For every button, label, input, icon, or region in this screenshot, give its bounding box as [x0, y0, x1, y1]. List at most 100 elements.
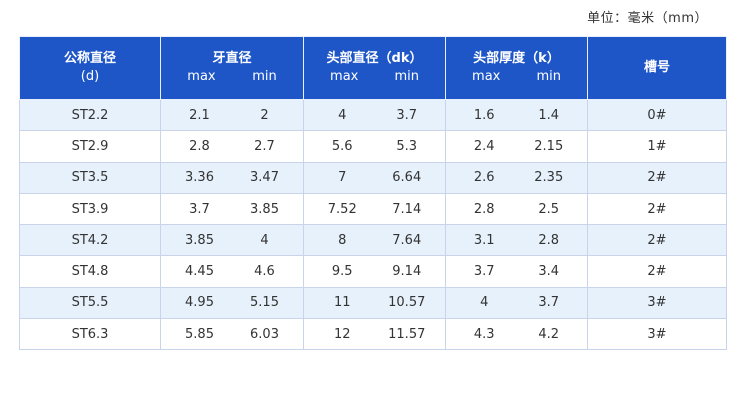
- cell-thread-max: 3.85: [185, 232, 214, 248]
- cell-head-thick-min: 4.2: [538, 326, 560, 342]
- header-nominal-title: 公称直径: [63, 51, 116, 66]
- cell-thread-min: 4.6: [254, 264, 275, 280]
- cell-head-dia-min: 9.14: [392, 264, 422, 280]
- cell-slot: 2#: [587, 224, 727, 257]
- header-head-thick-min: min: [536, 69, 561, 84]
- cell-head-dia-min: 11.57: [388, 326, 426, 342]
- cell-head-dia: 7.52 7.14: [303, 192, 446, 226]
- cell-head-thick-max: 2.8: [473, 201, 495, 217]
- table-header-row: 公称直径 (d) 牙直径 max min 头部直径（dk） max min 头部…: [19, 36, 727, 100]
- cell-head-dia-max: 5.6: [331, 138, 353, 154]
- cell-thread: 5.85 6.03: [160, 318, 304, 351]
- cell-thread-min: 2: [260, 107, 269, 123]
- header-thread-diameter: 牙直径 max min: [160, 36, 304, 100]
- cell-head-thick-max: 2.4: [473, 138, 495, 154]
- cell-head-dia-min: 6.64: [392, 170, 422, 186]
- cell-thread-min: 2.7: [254, 138, 275, 154]
- cell-head-thick-min: 3.4: [538, 264, 560, 280]
- cell-thread: 2.1 2: [160, 98, 304, 132]
- cell-thread-min: 6.03: [250, 326, 279, 342]
- cell-head-dia-min: 5.3: [396, 138, 418, 154]
- cell-head-dia-min: 7.64: [392, 232, 422, 248]
- cell-slot: 1#: [587, 130, 727, 163]
- cell-thread: 2.8 2.7: [160, 130, 304, 163]
- header-head-thick-max: max: [472, 69, 501, 84]
- cell-thread-max: 3.36: [185, 170, 214, 186]
- cell-head-dia-max: 11: [333, 295, 351, 311]
- cell-thread-min: 4: [260, 232, 269, 248]
- cell-head-dia-max: 7.52: [327, 201, 357, 217]
- cell-head-thick-max: 4: [480, 295, 489, 311]
- cell-head-thick: 2.4 2.15: [445, 130, 588, 163]
- cell-slot: 3#: [587, 286, 727, 320]
- cell-nominal: ST5.5: [19, 286, 161, 320]
- cell-thread: 3.36 3.47: [160, 161, 304, 194]
- cell-thread: 3.7 3.85: [160, 192, 304, 226]
- cell-thread: 4.95 5.15: [160, 286, 304, 320]
- unit-note: 单位：毫米（mm）: [587, 11, 708, 26]
- cell-slot: 2#: [587, 255, 727, 288]
- cell-head-dia: 12 11.57: [303, 318, 446, 351]
- cell-head-thick-min: 2.15: [534, 138, 564, 154]
- cell-nominal: ST2.9: [19, 130, 161, 163]
- header-head-thick-title: 头部厚度（k）: [473, 51, 560, 66]
- cell-thread-max: 4.95: [185, 295, 214, 311]
- cell-head-dia: 11 10.57: [303, 286, 446, 320]
- cell-head-thick-min: 2.8: [538, 232, 560, 248]
- header-thread-title: 牙直径: [212, 51, 252, 66]
- cell-nominal: ST3.5: [19, 161, 161, 194]
- table-row: ST3.5 3.36 3.47 7 6.64 2.6 2.35 2#: [19, 161, 727, 194]
- cell-thread-max: 4.45: [185, 264, 214, 280]
- cell-head-thick: 3.7 3.4: [445, 255, 588, 288]
- header-head-dia-max: max: [330, 69, 359, 84]
- cell-head-dia: 7 6.64: [303, 161, 446, 194]
- header-slot-title: 槽号: [643, 60, 670, 75]
- cell-thread-min: 3.47: [250, 170, 279, 186]
- cell-nominal: ST4.2: [19, 224, 161, 257]
- cell-slot: 3#: [587, 318, 727, 351]
- cell-nominal: ST3.9: [19, 192, 161, 226]
- table-row: ST3.9 3.7 3.85 7.52 7.14 2.8 2.5 2#: [19, 192, 727, 226]
- cell-thread-max: 2.1: [189, 107, 210, 123]
- cell-thread-min: 5.15: [250, 295, 279, 311]
- cell-head-thick: 1.6 1.4: [445, 98, 588, 132]
- cell-head-dia: 4 3.7: [303, 98, 446, 132]
- cell-head-thick-max: 4.3: [473, 326, 495, 342]
- table-row: ST4.8 4.45 4.6 9.5 9.14 3.7 3.4 2#: [19, 255, 727, 288]
- cell-head-thick-min: 2.5: [538, 201, 560, 217]
- cell-head-thick: 2.8 2.5: [445, 192, 588, 226]
- cell-nominal: ST4.8: [19, 255, 161, 288]
- cell-thread-max: 2.8: [189, 138, 210, 154]
- cell-head-thick-max: 3.1: [473, 232, 495, 248]
- header-thread-max: max: [187, 69, 216, 84]
- table-row: ST6.3 5.85 6.03 12 11.57 4.3 4.2 3#: [19, 318, 727, 351]
- header-slot-number: 槽号: [587, 36, 727, 100]
- header-head-diameter: 头部直径（dk） max min: [303, 36, 446, 100]
- spec-table: 公称直径 (d) 牙直径 max min 头部直径（dk） max min 头部…: [19, 36, 727, 351]
- cell-head-thick-min: 3.7: [538, 295, 560, 311]
- cell-head-thick-min: 1.4: [538, 107, 560, 123]
- header-head-dia-title: 头部直径（dk）: [326, 51, 423, 66]
- header-nominal-diameter: 公称直径 (d): [19, 36, 161, 100]
- cell-head-thick-min: 2.35: [534, 170, 564, 186]
- header-thread-min: min: [252, 69, 277, 84]
- cell-thread-max: 3.7: [189, 201, 210, 217]
- cell-head-dia-min: 10.57: [388, 295, 426, 311]
- cell-head-thick: 4 3.7: [445, 286, 588, 320]
- cell-head-dia: 8 7.64: [303, 224, 446, 257]
- cell-head-dia-max: 8: [338, 232, 347, 248]
- cell-head-dia-min: 3.7: [396, 107, 418, 123]
- cell-thread: 4.45 4.6: [160, 255, 304, 288]
- cell-head-dia-min: 7.14: [392, 201, 422, 217]
- cell-head-dia-max: 7: [338, 170, 347, 186]
- cell-head-dia-max: 4: [338, 107, 347, 123]
- cell-head-thick: 4.3 4.2: [445, 318, 588, 351]
- cell-thread: 3.85 4: [160, 224, 304, 257]
- cell-head-dia: 5.6 5.3: [303, 130, 446, 163]
- cell-nominal: ST6.3: [19, 318, 161, 351]
- header-nominal-sub: (d): [80, 69, 100, 84]
- table-row: ST2.2 2.1 2 4 3.7 1.6 1.4 0#: [19, 98, 727, 132]
- table-row: ST5.5 4.95 5.15 11 10.57 4 3.7 3#: [19, 286, 727, 320]
- cell-thread-min: 3.85: [250, 201, 279, 217]
- cell-slot: 2#: [587, 161, 727, 194]
